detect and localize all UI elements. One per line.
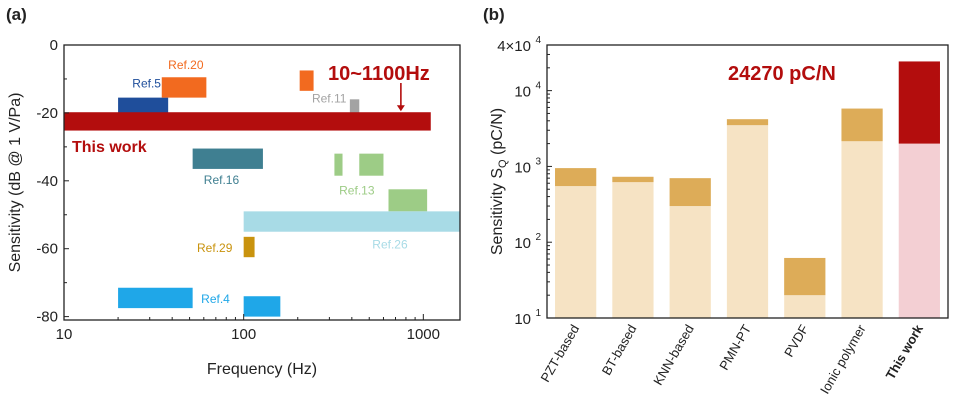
ref-box-5 [359,153,384,176]
y-tick-exp-b-2: 3 [535,156,541,167]
frequency-range-label: 10~1100Hz [328,63,430,85]
ref-box-9 [243,236,255,258]
chart-b: PZT-based BT-based KNN-based PMN-PT PVDF Ioni… [489,35,949,396]
ref-box-3 [299,70,314,91]
y-tick-label-b-0: 10 [514,311,531,328]
ref-box-4 [192,148,263,169]
y-tick-label-a-0: 0 [50,37,58,54]
bar-lower-4 [784,295,826,318]
bar-upper-2 [669,178,711,207]
sensitivity-annotation: 24270 pC/N [728,63,836,85]
ref-label-1: Ref.20 [168,58,204,72]
category-label-1: BT-based [599,322,640,378]
y-axis-title-b-sub: Q [497,159,509,168]
y-tick-label-a-2: -40 [36,173,58,190]
bar-upper-5 [841,108,883,142]
ref-box-6 [334,153,343,176]
ref-label-8: Ref.26 [372,238,408,252]
y-tick-label-a-4: -80 [36,309,58,326]
y-tick-label-b-1: 10 [514,235,531,252]
this-work-label: This work [72,139,147,156]
x-axis-title-a: Frequency (Hz) [207,361,317,378]
category-label-5: Ionic polymer [817,321,869,396]
x-tick-label-a-0: 10 [56,326,73,343]
y-axis-title-b-unit: (pC/N) [489,108,506,160]
bar-upper-4 [784,257,826,296]
ref-box-1 [161,77,207,98]
ref-box-2 [349,99,360,122]
bar-upper-6 [898,61,940,144]
ref-box-11 [243,296,281,317]
this-work-band [64,112,431,131]
ref-label-2: Ref.11 [312,92,347,106]
y-tick-label-b-2: 10 [514,159,531,176]
y-tick-label-a-1: -20 [36,105,58,122]
bar-lower-3 [726,125,769,318]
ref-label-10: Ref.4 [201,292,230,306]
panel-b-label: (b) [483,5,505,24]
bar-upper-3 [726,119,769,126]
y-tick-exp-b-4: 4 [535,35,541,46]
ref-box-7 [388,189,428,212]
bar-upper-1 [612,176,654,183]
y-axis-title-b: Sensitivity SQ (pC/N) [489,108,509,255]
y-tick-label-b-4: 4×10 [497,38,531,55]
ref-label-0: Ref.5 [132,76,161,90]
panel-a-label: (a) [6,5,27,24]
x-tick-label-a-2: 1000 [407,326,440,343]
y-tick-exp-b-0: 1 [535,308,541,319]
bar-lower-0 [555,186,597,318]
plot-frame-b [546,44,949,319]
ref-label-9: Ref.29 [197,241,233,255]
bar-lower-1 [612,182,654,318]
x-tick-label-a-1: 100 [231,326,256,343]
range-arrow-head [396,105,405,112]
ref-box-8 [243,211,460,232]
chart-a: Ref.5 Ref.20 Ref.11 Ref.16 Ref.13 Ref.26 Ref.2… [7,37,461,378]
y-tick-label-b-3: 10 [514,84,531,101]
y-axis-title-b-main: Sensitivity S [489,168,506,255]
plot-frame-a [63,44,461,321]
ref-box-10 [118,287,193,309]
ref-label-4: Ref.16 [204,173,240,187]
y-tick-exp-b-1: 2 [535,232,541,243]
y-axis-title-a: Sensitivity (dB @ 1 V/Pa) [7,93,24,273]
category-label-6: This work [883,321,927,382]
category-label-0: PZT-based [537,322,582,385]
bar-lower-5 [841,141,883,318]
ref-label-5: Ref.13 [339,183,375,197]
y-tick-exp-b-3: 4 [535,81,541,92]
bar-lower-6 [898,143,940,318]
category-label-4: PVDF [781,322,811,360]
bar-upper-0 [555,168,597,187]
category-label-2: KNN-based [650,322,697,388]
category-label-3: PMN-PT [716,322,754,373]
bar-lower-2 [669,206,711,318]
y-tick-label-a-3: -60 [36,241,58,258]
